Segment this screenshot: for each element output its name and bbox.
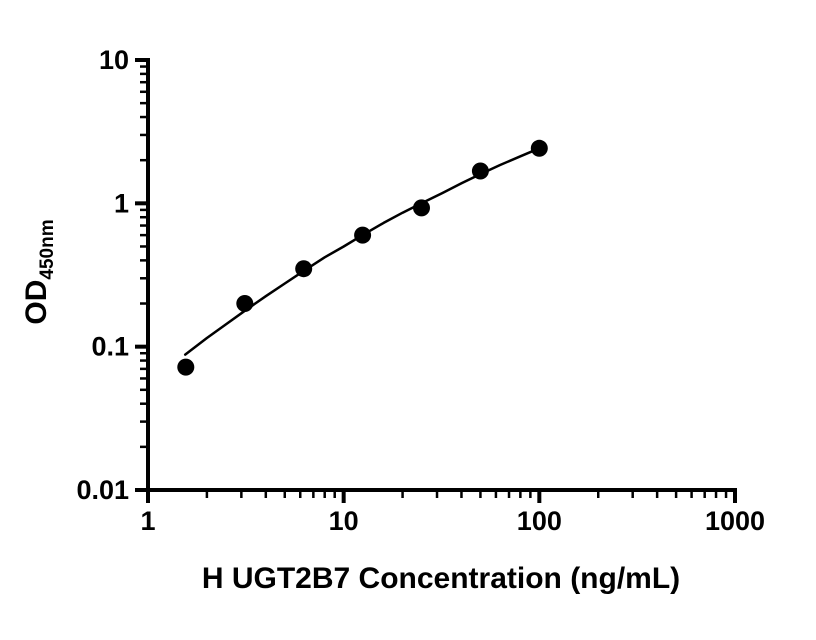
y-axis-title: OD450nm (20, 219, 58, 324)
data-point (354, 226, 372, 244)
axes (146, 58, 737, 492)
axis-ticks (135, 58, 737, 503)
y-tick-label: 0.01 (76, 475, 129, 505)
x-axis-title: H UGT2B7 Concentration (ng/mL) (202, 562, 680, 595)
x-tick-label: 1 (140, 506, 155, 536)
x-tick-label: 10 (329, 506, 359, 536)
data-point (236, 295, 254, 312)
data-point (471, 162, 489, 180)
axis-tick-labels: 1 10 100 1000 0.01 0.1 1 10 (76, 45, 765, 536)
data-point (530, 139, 548, 157)
y-axis-title-sub: 450nm (37, 219, 58, 279)
data-points (177, 139, 548, 376)
fit-curve (183, 147, 541, 356)
y-tick-label: 0.1 (91, 332, 129, 362)
data-point (413, 199, 430, 217)
x-tick-label: 100 (517, 506, 562, 536)
y-axis-title-main: OD (20, 280, 53, 325)
x-tick-label: 1000 (705, 506, 765, 536)
fit-curve-line (183, 147, 541, 356)
y-tick-label: 1 (114, 188, 129, 218)
y-tick-label: 10 (99, 45, 129, 75)
data-point (177, 358, 195, 376)
data-point (295, 260, 313, 278)
